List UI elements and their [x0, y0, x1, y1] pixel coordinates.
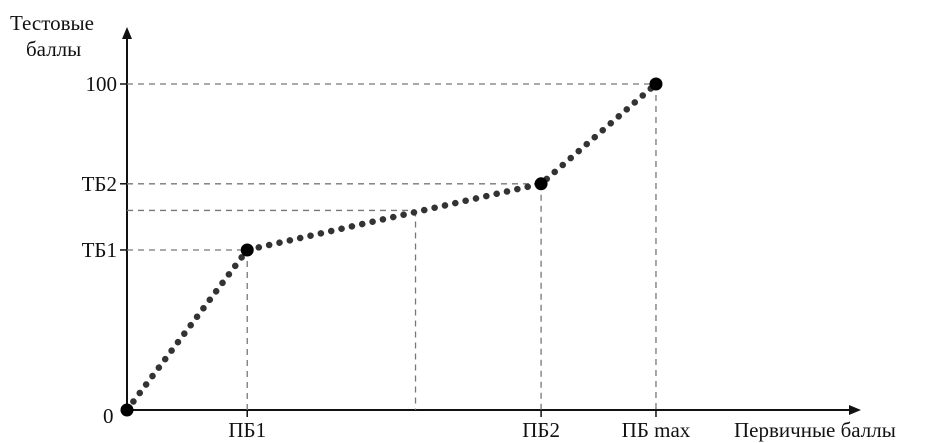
y-tick-label-2: ТБ2 — [82, 172, 117, 196]
x-tick-label-3: ПБ max — [622, 418, 691, 442]
y-axis-label-line-1: Тестовые — [10, 11, 94, 35]
origin-label: 0 — [103, 404, 114, 428]
data-point-1 — [240, 243, 254, 257]
y-tick-label-1: 100 — [86, 72, 118, 96]
series-layer — [123, 80, 660, 414]
x-tick-labels: ПБ1 ПБ2 ПБ max — [228, 410, 691, 442]
data-point-2 — [534, 177, 548, 191]
y-tick-labels: 100 ТБ2 ТБ1 — [82, 72, 127, 262]
data-point-3 — [649, 77, 663, 91]
x-axis-arrow — [849, 405, 861, 415]
guide-lines — [127, 83, 657, 410]
point-markers — [120, 77, 663, 417]
series-line — [123, 80, 660, 414]
x-tick-label-1: ПБ1 — [228, 418, 266, 442]
y-axis-arrow — [122, 27, 132, 39]
x-tick-label-2: ПБ2 — [522, 418, 560, 442]
y-axis-label-line-2: баллы — [26, 37, 81, 61]
x-axis-label: Первичные баллы — [734, 418, 896, 442]
y-tick-label-3: ТБ1 — [82, 238, 117, 262]
data-point-0 — [120, 403, 134, 417]
